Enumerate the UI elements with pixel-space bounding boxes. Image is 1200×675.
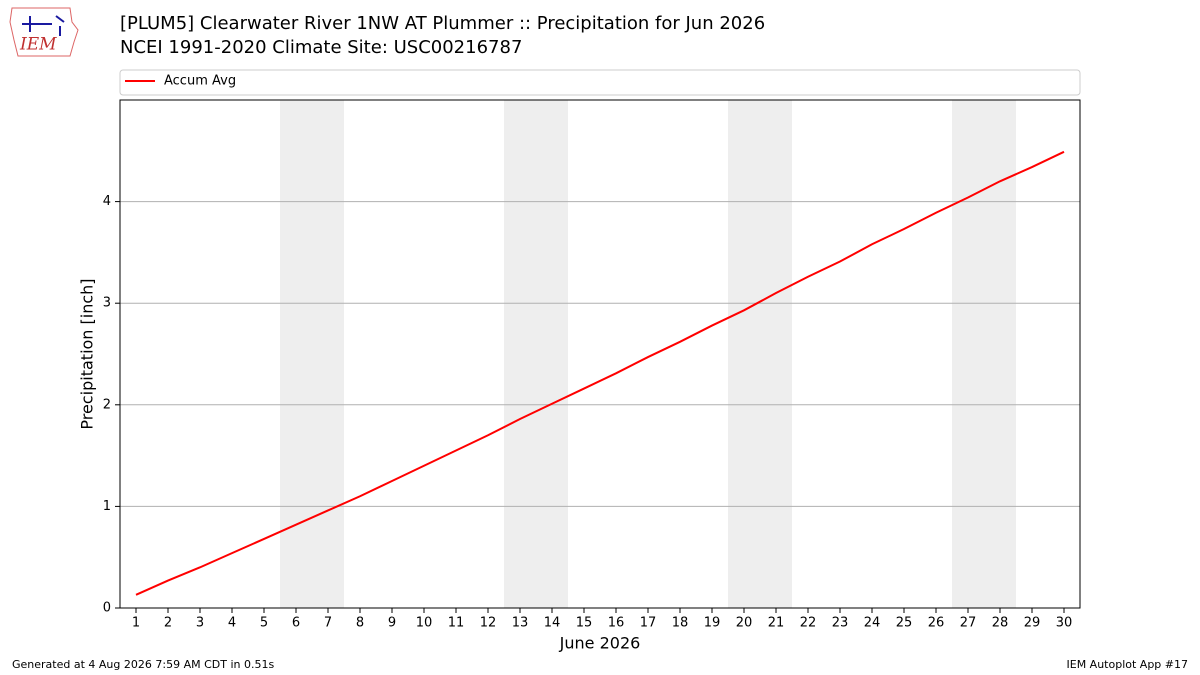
y-axis-label: Precipitation [inch] — [78, 278, 97, 429]
y-tick-label: 4 — [103, 194, 111, 209]
x-tick-label: 27 — [960, 616, 977, 631]
weekend-shade — [952, 100, 1016, 608]
x-tick-label: 22 — [800, 616, 817, 631]
x-tick-label: 3 — [196, 616, 204, 631]
x-tick-label: 29 — [1024, 616, 1041, 631]
chart-subtitle: NCEI 1991-2020 Climate Site: USC00216787 — [120, 37, 522, 58]
x-tick-label: 10 — [416, 616, 433, 631]
x-tick-label: 24 — [864, 616, 881, 631]
footer-left: Generated at 4 Aug 2026 7:59 AM CDT in 0… — [12, 658, 274, 671]
weekend-shade — [728, 100, 792, 608]
x-tick-label: 23 — [832, 616, 849, 631]
x-tick-label: 12 — [480, 616, 497, 631]
y-tick-label: 3 — [103, 296, 111, 311]
y-tick-label: 1 — [103, 499, 111, 514]
weekend-shade — [280, 100, 344, 608]
x-tick-label: 17 — [640, 616, 657, 631]
x-tick-label: 18 — [672, 616, 689, 631]
x-tick-label: 7 — [324, 616, 332, 631]
logo-icon — [22, 15, 65, 36]
chart-title: [PLUM5] Clearwater River 1NW AT Plummer … — [120, 13, 765, 34]
weekend-shade — [504, 100, 568, 608]
logo-text: IEM — [19, 35, 57, 55]
x-tick-label: 1 — [132, 616, 140, 631]
x-tick-label: 5 — [260, 616, 268, 631]
x-tick-label: 14 — [544, 616, 561, 631]
x-tick-label: 15 — [576, 616, 593, 631]
logo-outline — [9, 7, 79, 57]
plot-frame — [119, 99, 1081, 609]
footer-right: IEM Autoplot App #17 — [1067, 658, 1189, 671]
x-tick-label: 13 — [512, 616, 529, 631]
y-tick-label: 2 — [103, 397, 111, 412]
x-tick-label: 4 — [228, 616, 236, 631]
legend-box — [119, 69, 1081, 96]
x-tick-label: 9 — [388, 616, 396, 631]
x-tick-label: 25 — [896, 616, 913, 631]
series-line — [135, 150, 1065, 596]
logo: IEM — [9, 7, 79, 57]
x-tick-label: 21 — [768, 616, 785, 631]
y-tick-label: 0 — [103, 601, 111, 616]
x-tick-label: 11 — [448, 616, 465, 631]
x-tick-label: 16 — [608, 616, 625, 631]
legend-label: Accum Avg — [164, 74, 236, 89]
x-tick-label: 30 — [1056, 616, 1073, 631]
x-tick-label: 28 — [992, 616, 1009, 631]
x-tick-label: 8 — [356, 616, 364, 631]
x-tick-label: 19 — [704, 616, 721, 631]
x-tick-label: 2 — [164, 616, 172, 631]
x-axis-label: June 2026 — [559, 634, 641, 653]
x-tick-label: 6 — [292, 616, 300, 631]
x-tick-label: 26 — [928, 616, 945, 631]
x-tick-label: 20 — [736, 616, 753, 631]
